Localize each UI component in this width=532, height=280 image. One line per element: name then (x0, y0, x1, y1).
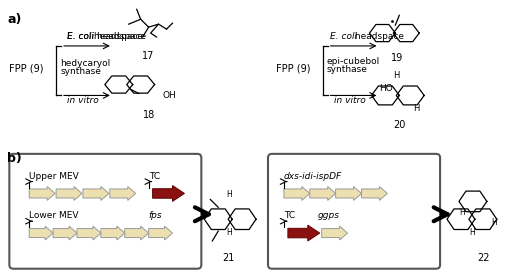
Polygon shape (310, 186, 336, 200)
Polygon shape (110, 186, 136, 200)
Text: in vitro: in vitro (334, 96, 365, 105)
Text: synthase: synthase (327, 65, 368, 74)
FancyBboxPatch shape (268, 154, 440, 269)
Text: dxs-idi-ispDF: dxs-idi-ispDF (284, 172, 342, 181)
Polygon shape (101, 226, 124, 240)
Text: a): a) (7, 13, 22, 26)
Text: 22: 22 (478, 253, 490, 263)
Text: H: H (469, 228, 475, 237)
Text: ggps: ggps (318, 211, 340, 220)
Text: FPP (9): FPP (9) (10, 64, 44, 74)
Polygon shape (322, 226, 347, 240)
Polygon shape (53, 226, 77, 240)
Text: HO: HO (379, 85, 393, 94)
Polygon shape (29, 186, 55, 200)
Text: in vitro: in vitro (67, 96, 99, 105)
Polygon shape (336, 186, 362, 200)
Polygon shape (288, 225, 320, 241)
Text: headspace: headspace (352, 32, 404, 41)
Text: FPP (9): FPP (9) (276, 64, 311, 74)
Text: headspace: headspace (91, 32, 143, 41)
Polygon shape (29, 226, 53, 240)
Text: H: H (459, 208, 465, 217)
Text: 19: 19 (391, 53, 403, 63)
Text: E. coli: E. coli (67, 32, 94, 41)
Polygon shape (124, 226, 148, 240)
Polygon shape (56, 186, 82, 200)
Polygon shape (148, 226, 172, 240)
FancyBboxPatch shape (10, 154, 201, 269)
Text: fps: fps (148, 211, 162, 220)
Text: synthase: synthase (60, 67, 101, 76)
Text: TC: TC (148, 172, 160, 181)
Text: epi-cubebol: epi-cubebol (327, 57, 380, 66)
Text: Lower MEV: Lower MEV (29, 211, 79, 220)
Text: 18: 18 (143, 110, 155, 120)
Text: Upper MEV: Upper MEV (29, 172, 79, 181)
Text: 20: 20 (393, 120, 405, 130)
Text: E. coli headspace: E. coli headspace (67, 32, 146, 41)
Polygon shape (362, 186, 387, 200)
Text: TC: TC (284, 211, 295, 220)
Polygon shape (77, 226, 101, 240)
Polygon shape (284, 186, 310, 200)
Text: H: H (226, 228, 232, 237)
Text: 17: 17 (143, 51, 155, 61)
Text: H: H (393, 71, 400, 80)
Text: H: H (226, 190, 232, 199)
Polygon shape (153, 186, 185, 201)
Text: OH: OH (163, 91, 176, 101)
Text: E. coli: E. coli (330, 32, 356, 41)
Text: b): b) (7, 152, 22, 165)
Text: hedycaryol: hedycaryol (60, 59, 110, 68)
Text: H: H (491, 218, 496, 227)
Text: 21: 21 (222, 253, 235, 263)
Text: H: H (413, 104, 420, 113)
Polygon shape (83, 186, 109, 200)
